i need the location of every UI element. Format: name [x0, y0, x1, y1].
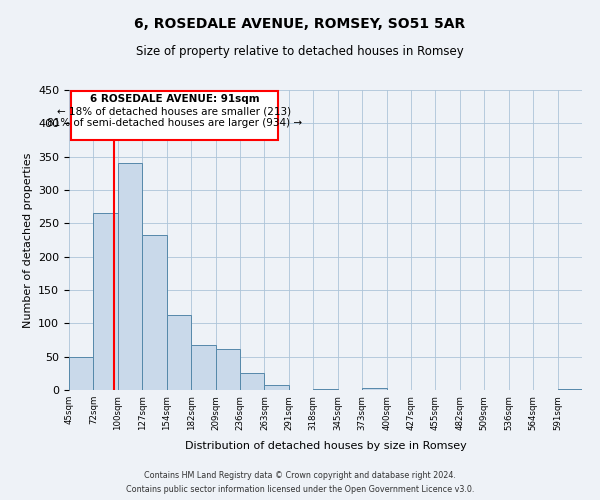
Text: 6 ROSEDALE AVENUE: 91sqm: 6 ROSEDALE AVENUE: 91sqm	[89, 94, 259, 104]
FancyBboxPatch shape	[71, 92, 278, 140]
Bar	[142, 236, 167, 390]
Bar	[215, 348, 240, 390]
Bar	[167, 314, 191, 390]
Bar	[313, 388, 338, 390]
Y-axis label: Number of detached properties: Number of detached properties	[23, 152, 32, 328]
Bar	[94, 214, 118, 390]
Bar	[69, 356, 94, 390]
Bar	[265, 386, 289, 390]
Bar	[118, 164, 142, 390]
Text: 81% of semi-detached houses are larger (934) →: 81% of semi-detached houses are larger (…	[47, 118, 302, 128]
Text: Contains HM Land Registry data © Crown copyright and database right 2024.: Contains HM Land Registry data © Crown c…	[144, 472, 456, 480]
X-axis label: Distribution of detached houses by size in Romsey: Distribution of detached houses by size …	[185, 441, 466, 451]
Text: ← 18% of detached houses are smaller (213): ← 18% of detached houses are smaller (21…	[58, 106, 292, 117]
Text: Contains public sector information licensed under the Open Government Licence v3: Contains public sector information licen…	[126, 484, 474, 494]
Text: 6, ROSEDALE AVENUE, ROMSEY, SO51 5AR: 6, ROSEDALE AVENUE, ROMSEY, SO51 5AR	[134, 18, 466, 32]
Bar	[557, 388, 582, 390]
Text: Size of property relative to detached houses in Romsey: Size of property relative to detached ho…	[136, 45, 464, 58]
Bar	[362, 388, 386, 390]
Bar	[191, 344, 215, 390]
Bar	[240, 374, 265, 390]
